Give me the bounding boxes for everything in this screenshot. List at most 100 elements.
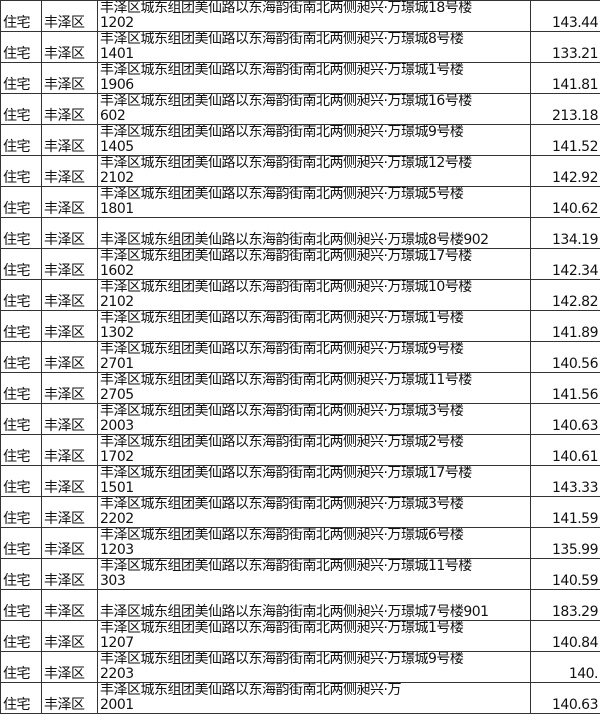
room-number: 1405 [100, 139, 134, 155]
table-row: 住宅 丰泽区 丰泽区城东组团美仙路以东海韵街南北两侧昶兴·万璟城3号楼 2202 141… [0, 496, 600, 528]
table-row: 住宅 丰泽区 丰泽区城东组团美仙路以东海韵街南北两侧昶兴·万璟城1号楼 1302 141… [0, 310, 600, 342]
district-cell: 丰泽区 [41, 93, 98, 125]
room-number: 2001 [100, 697, 134, 713]
district-cell: 丰泽区 [41, 0, 98, 32]
area-cell: 142.92 [530, 155, 600, 187]
address-cell: 丰泽区城东组团美仙路以东海韵街南北两侧昶兴·万璟城6号楼 1203 [97, 527, 531, 559]
table-row: 住宅 丰泽区 丰泽区城东组团美仙路以东海韵街南北两侧昶兴·万璟城3号楼 2003 140… [0, 403, 600, 435]
table-row: 住宅 丰泽区 丰泽区城东组团美仙路以东海韵街南北两侧昶兴·万璟城1号楼 1906 141… [0, 62, 600, 94]
type-cell: 住宅 [0, 558, 42, 590]
address-line: 丰泽区城东组团美仙路以东海韵街南北两侧昶兴·万璟城18号楼 [100, 0, 472, 16]
room-number: 1202 [100, 15, 134, 31]
area-cell: 141.81 [530, 62, 600, 94]
address-line: 丰泽区城东组团美仙路以东海韵街南北两侧昶兴·万璟城5号楼 [100, 186, 464, 202]
address-cell: 丰泽区城东组团美仙路以东海韵街南北两侧昶兴·万璟城3号楼 2003 [97, 403, 531, 435]
address-cell: 丰泽区城东组团美仙路以东海韵街南北两侧昶兴·万璟城1号楼 1207 [97, 620, 531, 652]
address-cell: 丰泽区城东组团美仙路以东海韵街南北两侧昶兴·万璟城1号楼 1302 [97, 310, 531, 342]
district-cell: 丰泽区 [41, 341, 98, 373]
room-number: 2102 [100, 294, 134, 310]
district-cell: 丰泽区 [41, 496, 98, 528]
room-number: 1602 [100, 263, 134, 279]
area-cell: 134.19 [530, 217, 600, 249]
room-number: 1401 [100, 46, 134, 62]
area-cell: 141.89 [530, 310, 600, 342]
district-cell: 丰泽区 [41, 217, 98, 249]
address-cell: 丰泽区城东组团美仙路以东海韵街南北两侧昶兴·万璟城9号楼 2203 [97, 651, 531, 683]
room-number: 1702 [100, 449, 134, 465]
room-number: 2203 [100, 666, 134, 682]
type-cell: 住宅 [0, 496, 42, 528]
area-cell: 141.56 [530, 372, 600, 404]
room-number: 303 [100, 573, 126, 589]
table-row: 住宅 丰泽区 丰泽区城东组团美仙路以东海韵街南北两侧昶兴·万璟城2号楼 1702 140… [0, 434, 600, 466]
type-cell: 住宅 [0, 527, 42, 559]
room-number: 2003 [100, 418, 134, 434]
area-cell: 142.34 [530, 248, 600, 280]
district-cell: 丰泽区 [41, 589, 98, 621]
address-cell: 丰泽区城东组团美仙路以东海韵街南北两侧昶兴·万璟城8号楼902 [97, 217, 531, 249]
address-cell: 丰泽区城东组团美仙路以东海韵街南北两侧昶兴·万璟城12号楼 2102 [97, 155, 531, 187]
address-line: 丰泽区城东组团美仙路以东海韵街南北两侧昶兴·万璟城1号楼 [100, 62, 464, 78]
type-cell: 住宅 [0, 620, 42, 652]
table-row: 住宅 丰泽区 丰泽区城东组团美仙路以东海韵街南北两侧昶兴·万璟城10号楼 2102 14… [0, 279, 600, 311]
room-number: 1801 [100, 201, 134, 217]
address-cell: 丰泽区城东组团美仙路以东海韵街南北两侧昶兴·万璟城11号楼 2705 [97, 372, 531, 404]
table-row: 住宅 丰泽区 丰泽区城东组团美仙路以东海韵街南北两侧昶兴·万璟城11号楼 2705 14… [0, 372, 600, 404]
table-row: 住宅 丰泽区 丰泽区城东组团美仙路以东海韵街南北两侧昶兴·万璟城18号楼 1202 14… [0, 0, 600, 32]
type-cell: 住宅 [0, 403, 42, 435]
type-cell: 住宅 [0, 589, 42, 621]
district-cell: 丰泽区 [41, 682, 98, 714]
area-cell: 140.63 [530, 682, 600, 714]
address-cell: 丰泽区城东组团美仙路以东海韵街南北两侧昶兴·万璟城17号楼 1602 [97, 248, 531, 280]
table-row: 住宅 丰泽区 丰泽区城东组团美仙路以东海韵街南北两侧昶兴·万璟城16号楼 602 213… [0, 93, 600, 125]
type-cell: 住宅 [0, 341, 42, 373]
address-cell: 丰泽区城东组团美仙路以东海韵街南北两侧昶兴·万璟城7号楼901 [97, 589, 531, 621]
address-cell: 丰泽区城东组团美仙路以东海韵街南北两侧昶兴·万璟城2号楼 1702 [97, 434, 531, 466]
address-line: 丰泽区城东组团美仙路以东海韵街南北两侧昶兴·万璟城11号楼 [100, 558, 472, 574]
type-cell: 住宅 [0, 372, 42, 404]
address-cell: 丰泽区城东组团美仙路以东海韵街南北两侧昶兴·万璟城17号楼 1501 [97, 465, 531, 497]
table-row: 住宅 丰泽区 丰泽区城东组团美仙路以东海韵街南北两侧昶兴·万璟城9号楼 2203 140… [0, 651, 600, 683]
address-cell: 丰泽区城东组团美仙路以东海韵街南北两侧昶兴·万璟城5号楼 1801 [97, 186, 531, 218]
room-number: 1906 [100, 77, 134, 93]
district-cell: 丰泽区 [41, 186, 98, 218]
type-cell: 住宅 [0, 0, 42, 32]
area-cell: 135.99 [530, 527, 600, 559]
address-line: 丰泽区城东组团美仙路以东海韵街南北两侧昶兴·万璟城7号楼901 [100, 604, 489, 620]
address-line: 丰泽区城东组团美仙路以东海韵街南北两侧昶兴·万璟城9号楼 [100, 124, 464, 140]
room-number: 1302 [100, 325, 134, 341]
address-line: 丰泽区城东组团美仙路以东海韵街南北两侧昶兴·万璟城11号楼 [100, 372, 472, 388]
room-number: 602 [100, 108, 126, 124]
address-cell: 丰泽区城东组团美仙路以东海韵街南北两侧昶兴·万璟城1号楼 1906 [97, 62, 531, 94]
type-cell: 住宅 [0, 186, 42, 218]
address-cell: 丰泽区城东组团美仙路以东海韵街南北两侧昶兴·万璟城3号楼 2202 [97, 496, 531, 528]
area-cell: 140.84 [530, 620, 600, 652]
type-cell: 住宅 [0, 217, 42, 249]
type-cell: 住宅 [0, 465, 42, 497]
address-line: 丰泽区城东组团美仙路以东海韵街南北两侧昶兴·万璟城1号楼 [100, 620, 464, 636]
area-cell: 143.44 [530, 0, 600, 32]
area-cell: 140. [530, 651, 600, 683]
area-cell: 183.29 [530, 589, 600, 621]
address-cell: 丰泽区城东组团美仙路以东海韵街南北两侧昶兴·万璟城18号楼 1202 [97, 0, 531, 32]
district-cell: 丰泽区 [41, 124, 98, 156]
table-row: 住宅 丰泽区 丰泽区城东组团美仙路以东海韵街南北两侧昶兴·万璟城6号楼 1203 135… [0, 527, 600, 559]
area-cell: 213.18 [530, 93, 600, 125]
table-row: 住宅 丰泽区 丰泽区城东组团美仙路以东海韵街南北两侧昶兴·万璟城1号楼 1207 140… [0, 620, 600, 652]
district-cell: 丰泽区 [41, 620, 98, 652]
address-cell: 丰泽区城东组团美仙路以东海韵街南北两侧昶兴·万 2001 [97, 682, 531, 714]
address-line: 丰泽区城东组团美仙路以东海韵街南北两侧昶兴·万璟城17号楼 [100, 248, 472, 264]
table-row: 住宅 丰泽区 丰泽区城东组团美仙路以东海韵街南北两侧昶兴·万璟城17号楼 1501 14… [0, 465, 600, 497]
address-line: 丰泽区城东组团美仙路以东海韵街南北两侧昶兴·万璟城10号楼 [100, 279, 472, 295]
district-cell: 丰泽区 [41, 248, 98, 280]
address-line: 丰泽区城东组团美仙路以东海韵街南北两侧昶兴·万璟城12号楼 [100, 155, 472, 171]
address-line: 丰泽区城东组团美仙路以东海韵街南北两侧昶兴·万璟城1号楼 [100, 310, 464, 326]
address-cell: 丰泽区城东组团美仙路以东海韵街南北两侧昶兴·万璟城8号楼 1401 [97, 31, 531, 63]
room-number: 2705 [100, 387, 134, 403]
area-cell: 140.56 [530, 341, 600, 373]
address-line: 丰泽区城东组团美仙路以东海韵街南北两侧昶兴·万璟城3号楼 [100, 496, 464, 512]
table-row: 住宅 丰泽区 丰泽区城东组团美仙路以东海韵街南北两侧昶兴·万璟城11号楼 303 140… [0, 558, 600, 590]
district-cell: 丰泽区 [41, 403, 98, 435]
district-cell: 丰泽区 [41, 155, 98, 187]
